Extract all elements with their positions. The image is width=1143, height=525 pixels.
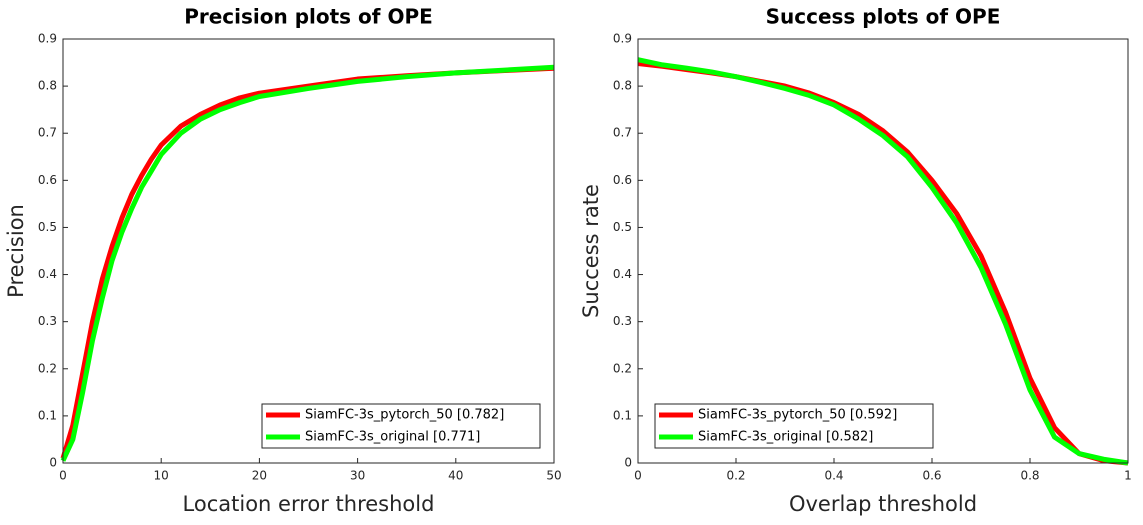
series-line	[637, 57, 1129, 466]
x-tick-label: 1	[1124, 469, 1132, 483]
legend-label: SiamFC-3s_original [0.582]	[698, 430, 873, 445]
y-tick-label: 0	[49, 456, 57, 470]
plot-area	[638, 39, 1128, 463]
legend-label: SiamFC-3s_pytorch_50 [0.592]	[698, 408, 897, 423]
legend-box	[654, 403, 934, 449]
x-tick-label: 50	[546, 469, 561, 483]
y-tick-label: 0.6	[613, 173, 632, 187]
axes-box	[62, 38, 555, 464]
y-tick-label: 0.5	[613, 220, 632, 234]
y-axis-label: Success rate	[579, 184, 603, 318]
axes-box	[637, 38, 1129, 464]
x-tick-label: 0.6	[922, 469, 941, 483]
x-tick-label: 0.8	[1020, 469, 1039, 483]
y-tick-label: 0.4	[38, 267, 57, 281]
y-tick-label: 0.3	[38, 314, 57, 328]
x-tick-label: 0	[59, 469, 67, 483]
series-line	[60, 64, 555, 462]
x-tick-label: 10	[154, 469, 169, 483]
x-tick-label: 0.2	[726, 469, 745, 483]
y-tick-label: 0.2	[613, 361, 632, 375]
y-tick-label: 0.7	[38, 126, 57, 140]
y-tick-label: 0	[624, 456, 632, 470]
legend-label: SiamFC-3s_pytorch_50 [0.782]	[305, 408, 504, 423]
y-tick-label: 0.9	[613, 32, 632, 46]
plot-area	[63, 39, 554, 463]
x-tick-label: 0	[634, 469, 642, 483]
x-tick-label: 20	[252, 469, 267, 483]
y-tick-label: 0.3	[613, 314, 632, 328]
y-tick-label: 0.8	[613, 79, 632, 93]
y-axis-label: Precision	[4, 204, 28, 298]
x-axis-label: Location error threshold	[183, 492, 435, 516]
x-tick-label: 0.4	[824, 469, 843, 483]
x-axis-label: Overlap threshold	[789, 492, 977, 516]
x-tick-label: 40	[448, 469, 463, 483]
legend-label: SiamFC-3s_original [0.771]	[305, 430, 480, 445]
y-tick-label: 0.4	[613, 267, 632, 281]
y-tick-label: 0.7	[613, 126, 632, 140]
y-tick-label: 0.5	[38, 220, 57, 234]
y-tick-label: 0.9	[38, 32, 57, 46]
y-tick-label: 0.1	[613, 408, 632, 422]
legend-box	[261, 403, 541, 449]
chart-title: Precision plots of OPE	[184, 5, 433, 29]
y-tick-label: 0.6	[38, 173, 57, 187]
y-tick-label: 0.2	[38, 361, 57, 375]
y-tick-label: 0.1	[38, 408, 57, 422]
chart-title: Success plots of OPE	[766, 5, 1001, 29]
x-tick-label: 30	[350, 469, 365, 483]
y-tick-label: 0.8	[38, 79, 57, 93]
